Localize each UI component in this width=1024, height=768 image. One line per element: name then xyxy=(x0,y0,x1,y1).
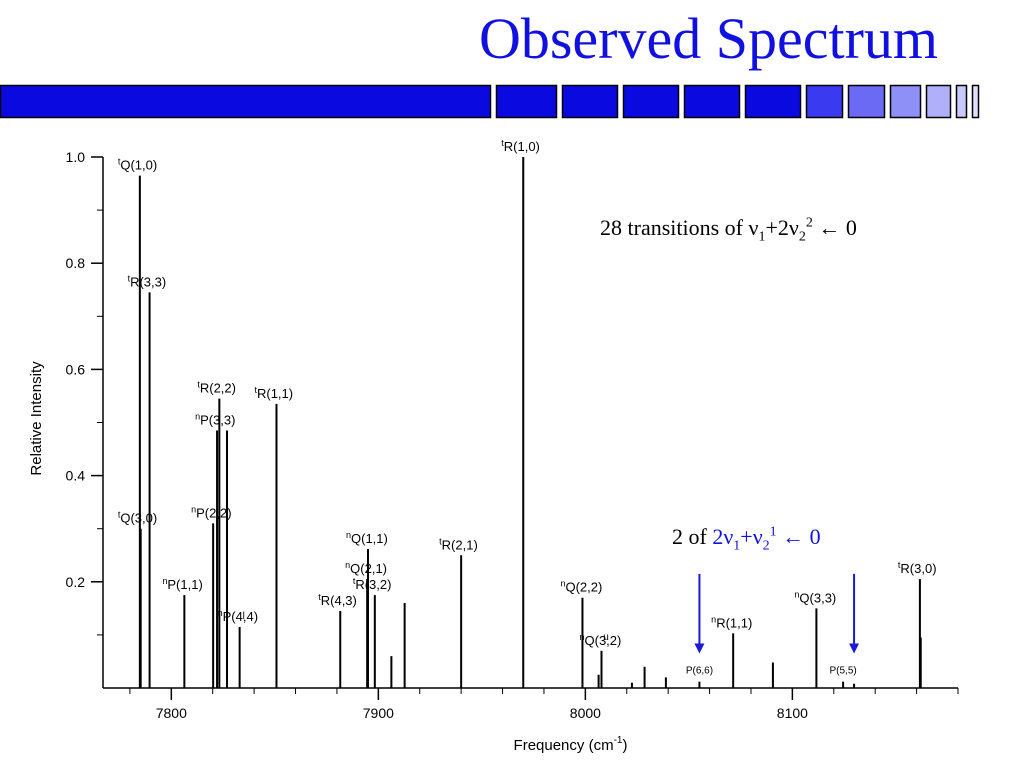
title-banner xyxy=(0,84,980,119)
banner-segment xyxy=(955,84,968,119)
line-label: tQ(3,0) xyxy=(118,510,157,526)
line-label: P(5,5) xyxy=(829,666,856,677)
line-label: tR(4,3) xyxy=(318,592,357,608)
banner-segment xyxy=(495,84,558,119)
line-label: nP(4,4) xyxy=(218,608,258,624)
transitions-note: 28 transitions of ν1+2ν22 ← 0 xyxy=(600,215,857,245)
x-tick-label: 8100 xyxy=(777,705,808,721)
line-label: P(6,6) xyxy=(686,666,713,677)
line-label: nQ(1,1) xyxy=(346,530,388,546)
line-label: tQ(1,0) xyxy=(118,157,157,173)
line-label: tR(3,0) xyxy=(898,560,937,576)
line-label: nR(1,1) xyxy=(711,614,752,630)
y-tick-label: 1.0 xyxy=(66,149,86,165)
line-label: nQ(2,1) xyxy=(345,560,387,576)
x-tick-label: 8000 xyxy=(570,705,601,721)
x-axis-label: Frequency (cm-1) xyxy=(514,735,628,754)
slide-title: Observed Spectrum xyxy=(478,6,938,71)
banner-segment xyxy=(925,84,952,119)
line-label: tR(2,2) xyxy=(197,380,236,396)
x-tick-label: 7800 xyxy=(156,705,187,721)
x-tick-label: 7900 xyxy=(363,705,394,721)
line-label: nQ(2,2) xyxy=(560,579,602,595)
line-label: l xyxy=(243,611,245,622)
line-label: nQ(3,3) xyxy=(794,589,836,605)
line-label: tR(3,3) xyxy=(128,273,167,289)
banner-segment xyxy=(744,84,802,119)
line-label: nP(2,2) xyxy=(191,504,231,520)
banner-segment xyxy=(971,84,980,119)
banner-segment xyxy=(847,84,886,119)
line-label: tR(3,2) xyxy=(353,576,392,592)
pointer-arrow xyxy=(694,573,705,654)
line-label: nP(3,3) xyxy=(195,411,235,427)
y-axis-label: Relative Intensity xyxy=(28,361,45,476)
line-label: tR(2,1) xyxy=(439,536,478,552)
banner-segment xyxy=(889,84,922,119)
banner-segment xyxy=(683,84,741,119)
banner-segment xyxy=(0,84,492,119)
y-tick-label: 0.8 xyxy=(66,255,86,271)
y-tick-label: 0.4 xyxy=(66,468,86,484)
banner-segment xyxy=(622,84,680,119)
pointer-arrow xyxy=(849,573,860,654)
y-tick-label: 0.6 xyxy=(66,361,86,377)
banner-segment xyxy=(805,84,844,119)
banner-segment xyxy=(561,84,619,119)
hotband-note: 2 of 2ν1+ν21 ← 0 xyxy=(672,524,821,554)
y-tick-label: 0.2 xyxy=(66,574,86,590)
line-label: tR(1,1) xyxy=(254,385,293,401)
line-label: u xyxy=(603,632,609,643)
line-label: nQ(3,2) xyxy=(580,632,622,648)
line-label: nP(1,1) xyxy=(162,576,202,592)
line-label: tR(1,0) xyxy=(501,138,540,154)
